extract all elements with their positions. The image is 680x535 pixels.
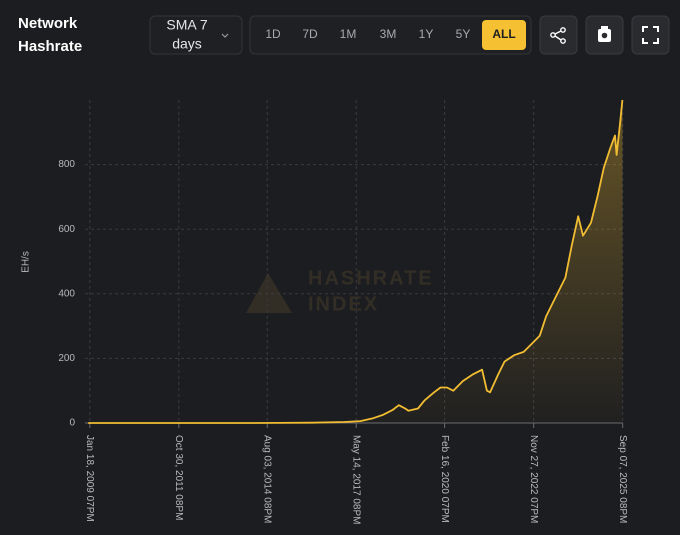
dropdown-text[interactable]: days — [172, 36, 202, 52]
range-buttons: 1D 7D 1M 3M 1Y 5Y ALL — [265, 20, 526, 50]
button-bg[interactable] — [631, 15, 670, 55]
x-tick-label: Feb 16, 2020 07PM — [439, 435, 450, 523]
dropdown-box[interactable] — [149, 15, 243, 55]
y-axis-label: EH/s — [21, 251, 32, 273]
x-tick-label: Aug 03, 2014 08PM — [262, 435, 273, 523]
watermark: HASHRATE INDEX — [246, 267, 434, 315]
dropdown[interactable]: SMA 7 days — [149, 15, 243, 55]
range-button-active[interactable] — [482, 20, 526, 50]
chevron — [221, 33, 229, 38]
range-button[interactable]: 1M — [340, 27, 357, 41]
x-tick-label: Oct 30, 2011 08PM — [173, 435, 184, 520]
y-tick-label: 600 — [58, 224, 75, 235]
share-button[interactable] — [539, 15, 578, 55]
title: Hashrate — [18, 38, 82, 55]
y-tick-label: 200 — [58, 353, 75, 364]
range-button[interactable]: 3M — [380, 27, 397, 41]
x-tick-label: Nov 27, 2022 07PM — [528, 435, 539, 523]
screenshot-button[interactable] — [585, 15, 624, 55]
y-tick-label: 800 — [58, 159, 75, 170]
icon — [560, 38, 566, 44]
icon — [560, 27, 566, 33]
icon — [601, 26, 608, 30]
y-tick-label: 400 — [58, 288, 75, 299]
range-button[interactable]: ALL — [492, 27, 515, 41]
x-tick-label: Jan 18, 2009 07PM — [84, 435, 95, 522]
icon — [554, 30, 562, 41]
line — [88, 99, 624, 424]
range-group — [249, 15, 532, 55]
fullscreen-button[interactable] — [631, 15, 670, 55]
x-tick-label: May 14, 2017 08PM — [351, 435, 362, 525]
range-button[interactable]: 7D — [302, 27, 318, 41]
icon — [550, 32, 556, 38]
x-tick-label: Sep 07, 2025 08PM — [617, 435, 628, 523]
area-fill — [88, 100, 623, 423]
y-tick-label: 0 — [69, 418, 75, 429]
watermark-text: INDEX — [308, 293, 379, 315]
range-button[interactable]: 1D — [265, 27, 281, 41]
range-button[interactable]: 1Y — [419, 27, 434, 41]
button-bg[interactable] — [539, 15, 578, 55]
dropdown-text[interactable]: SMA 7 — [166, 17, 207, 33]
range-button[interactable]: 5Y — [456, 27, 471, 41]
watermark-text: HASHRATE — [308, 267, 434, 289]
watermark-logo — [246, 273, 292, 313]
title: Network — [18, 15, 78, 32]
icon — [601, 32, 608, 39]
icon — [642, 26, 659, 44]
